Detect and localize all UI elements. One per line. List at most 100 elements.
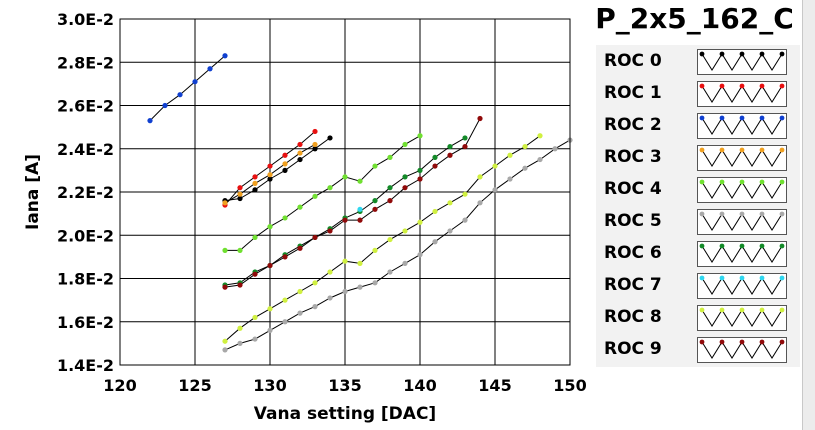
x-axis-label: Vana setting [DAC]	[254, 404, 436, 424]
legend-label: ROC 0	[604, 51, 662, 71]
data-point	[507, 176, 513, 182]
data-point	[237, 325, 243, 331]
data-point	[342, 217, 348, 223]
data-point	[342, 288, 348, 295]
legend-marker	[699, 307, 705, 313]
legend-entry: ROC 7	[596, 269, 800, 301]
legend-swatch	[697, 337, 787, 363]
y-tick-label: 3.0E-2	[57, 10, 114, 29]
data-point	[312, 193, 318, 199]
vertical-scrollbar[interactable]	[802, 0, 815, 430]
data-point	[477, 174, 483, 180]
y-tick-label: 1.4E-2	[57, 356, 114, 375]
series-roc-9	[222, 115, 483, 290]
legend-entry: ROC 2	[596, 109, 800, 141]
data-point	[312, 146, 318, 152]
legend-marker	[759, 83, 765, 89]
legend-marker	[779, 211, 785, 217]
data-point	[387, 198, 393, 204]
y-tick-label: 2.4E-2	[57, 140, 114, 159]
legend-marker	[759, 115, 765, 121]
data-point	[417, 167, 423, 173]
data-point	[462, 135, 468, 141]
series-line	[224, 135, 541, 342]
legend-entry: ROC 0	[596, 45, 800, 77]
data-point	[222, 247, 228, 253]
legend-marker	[719, 211, 725, 217]
legend-label: ROC 4	[604, 179, 662, 199]
data-point	[312, 128, 318, 135]
chart-title: P_2x5_162_C	[595, 2, 794, 35]
data-point	[312, 304, 318, 310]
data-point	[522, 165, 528, 171]
data-point	[387, 154, 393, 160]
y-tick-label: 1.8E-2	[57, 270, 114, 289]
data-point	[492, 163, 498, 169]
data-point	[237, 191, 243, 197]
x-tick-label: 120	[103, 376, 136, 395]
data-point	[207, 66, 213, 72]
data-point	[252, 336, 258, 342]
data-point	[297, 204, 303, 210]
data-point	[462, 191, 468, 197]
data-point	[372, 163, 378, 169]
data-point	[237, 340, 243, 346]
data-point	[252, 174, 258, 180]
y-tick-label: 2.6E-2	[57, 97, 114, 116]
data-point	[252, 271, 258, 277]
data-point	[162, 102, 168, 109]
legend-marker	[699, 339, 705, 345]
legend-swatch	[697, 305, 787, 331]
legend-entry: ROC 9	[596, 333, 800, 365]
data-point	[432, 163, 438, 169]
data-point	[387, 269, 393, 275]
series-roc-8	[222, 133, 543, 344]
x-tick-label: 145	[478, 376, 511, 395]
data-point	[402, 228, 408, 234]
y-tick-label: 2.0E-2	[57, 226, 114, 245]
series-roc-7	[357, 206, 363, 212]
data-point	[327, 269, 333, 275]
data-point	[447, 228, 453, 234]
data-point	[312, 141, 318, 148]
plot-frame	[119, 18, 571, 366]
legend-label: ROC 2	[604, 115, 662, 135]
data-point	[252, 180, 258, 186]
legend-marker	[699, 51, 705, 57]
legend-marker	[779, 179, 785, 185]
data-point	[177, 92, 183, 98]
data-point	[417, 176, 423, 182]
legend-marker	[759, 275, 765, 281]
data-point	[282, 167, 288, 173]
data-point	[477, 200, 483, 206]
data-point	[402, 141, 408, 148]
data-point	[372, 247, 378, 253]
legend-label: ROC 1	[604, 83, 662, 103]
legend-label: ROC 8	[604, 307, 662, 327]
legend-marker	[759, 307, 765, 313]
data-point	[267, 224, 273, 230]
legend-swatch	[697, 209, 787, 235]
plot-background	[0, 0, 596, 430]
legend-marker	[719, 275, 725, 281]
data-point	[282, 152, 288, 158]
data-point	[297, 288, 303, 295]
legend-marker	[699, 275, 705, 281]
legend-marker	[719, 339, 725, 345]
series-line	[225, 135, 421, 251]
legend-entry: ROC 8	[596, 301, 800, 333]
legend-swatch	[697, 273, 787, 299]
data-point	[282, 161, 288, 167]
data-point	[282, 319, 288, 325]
data-point	[537, 156, 543, 163]
data-point	[282, 215, 288, 221]
legend-marker	[759, 51, 765, 57]
legend-marker	[739, 275, 745, 281]
data-point	[372, 198, 378, 204]
x-tick-label: 135	[328, 376, 361, 395]
data-point	[417, 252, 423, 258]
legend-marker	[779, 83, 785, 89]
legend-marker	[779, 275, 785, 281]
data-point	[327, 185, 333, 191]
data-point	[522, 143, 528, 150]
